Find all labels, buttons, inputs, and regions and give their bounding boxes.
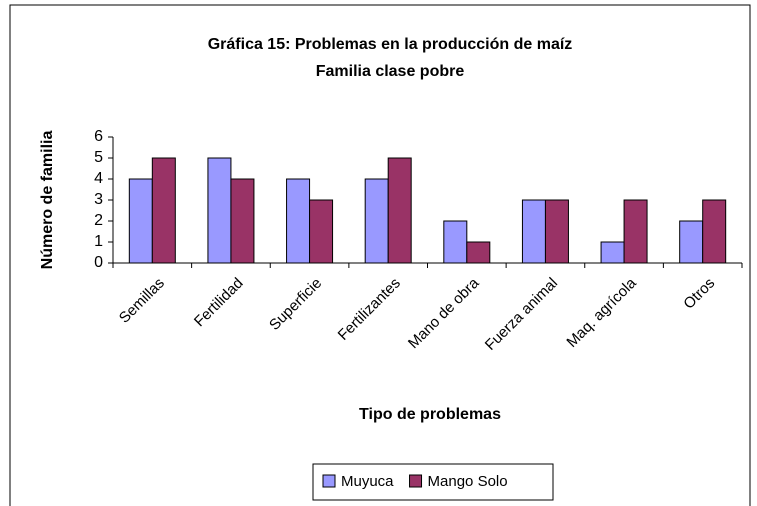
y-tick-label: 0 bbox=[94, 254, 103, 271]
bar bbox=[286, 178, 311, 264]
bar bbox=[207, 157, 232, 264]
legend-label: Muyuca bbox=[341, 473, 394, 490]
bar bbox=[364, 178, 389, 264]
bar bbox=[623, 199, 648, 264]
legend-swatch bbox=[409, 474, 423, 488]
bar bbox=[128, 178, 153, 264]
y-tick-label: 5 bbox=[94, 149, 103, 166]
y-tick-label: 2 bbox=[94, 212, 103, 229]
y-axis-title: Número de familia bbox=[39, 131, 56, 270]
bar bbox=[600, 241, 625, 264]
bar bbox=[466, 241, 491, 264]
bar bbox=[544, 199, 569, 264]
bar bbox=[702, 199, 727, 264]
bar bbox=[309, 199, 334, 264]
bar bbox=[443, 220, 468, 264]
y-tick-label: 4 bbox=[94, 170, 103, 187]
legend-label: Mango Solo bbox=[428, 473, 508, 490]
chart-subtitle: Familia clase pobre bbox=[316, 63, 465, 80]
chart-title: Gráfica 15: Problemas en la producción d… bbox=[208, 36, 573, 53]
y-tick-label: 1 bbox=[94, 233, 103, 250]
x-axis-title: Tipo de problemas bbox=[359, 406, 501, 423]
bar bbox=[230, 178, 255, 264]
bar bbox=[387, 157, 412, 264]
legend-swatch bbox=[322, 474, 336, 488]
bar bbox=[521, 199, 546, 264]
y-tick-label: 3 bbox=[94, 191, 103, 208]
y-tick-label: 6 bbox=[94, 128, 103, 145]
legend bbox=[312, 463, 554, 501]
bar bbox=[679, 220, 704, 264]
bar bbox=[151, 157, 176, 264]
